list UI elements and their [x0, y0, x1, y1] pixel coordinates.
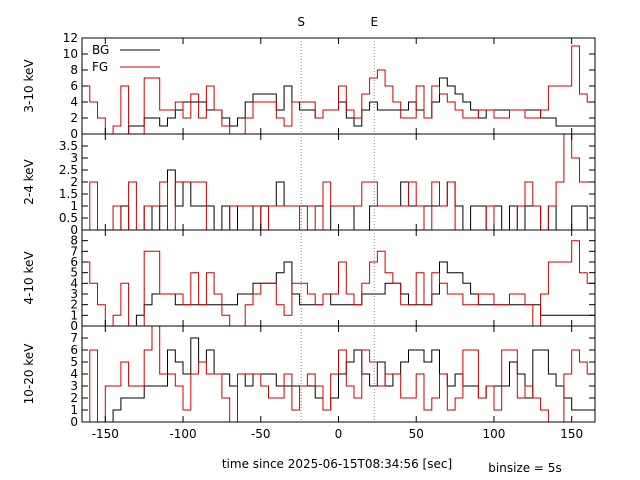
x-tick-label: -100 — [169, 427, 196, 441]
y-axis-label: 2-4 keV — [22, 158, 36, 204]
y-tick-label: 2 — [70, 175, 78, 189]
y-tick-label: 0.5 — [59, 211, 78, 225]
y-tick-label: 10 — [63, 47, 78, 61]
y-tick-label: 1.5 — [59, 187, 78, 201]
y-tick-label: 3 — [70, 287, 78, 301]
y-axis-label: 3-10 keV — [22, 59, 36, 113]
y-axis-label: 10-20 keV — [22, 343, 36, 405]
y-tick-label: 1 — [70, 308, 78, 322]
y-tick-label: 5 — [70, 266, 78, 280]
series-fg-line — [82, 133, 595, 231]
series-fg-line — [82, 45, 595, 135]
y-tick-label: 1 — [70, 199, 78, 213]
y-tick-label: 1 — [70, 403, 78, 417]
y-tick-label: 7 — [70, 244, 78, 258]
y-tick-label: 6 — [70, 343, 78, 357]
y-tick-label: 3.5 — [59, 139, 78, 153]
panel-frame — [81, 133, 596, 231]
x-tick-label: 150 — [560, 427, 583, 441]
y-tick-label: 6 — [70, 255, 78, 269]
x-tick-label: 50 — [409, 427, 424, 441]
marker-label-e: E — [370, 15, 378, 29]
marker-label-s: S — [297, 15, 305, 29]
series-bg-line — [82, 169, 595, 231]
panel-1: 0 2 4 6 8 10 12 3-10 keV BG FG — [22, 31, 596, 141]
y-tick-label: 2 — [70, 111, 78, 125]
y-tick-label: 5 — [70, 355, 78, 369]
y-tick-label: 8 — [70, 63, 78, 77]
x-tick-label: 100 — [483, 427, 506, 441]
y-tick-label: 3 — [70, 379, 78, 393]
x-tick-label: 0 — [335, 427, 343, 441]
y-tick-label: 0 — [70, 127, 78, 141]
x-axis: -150 -100 -50 0 50 100 150 — [92, 427, 583, 441]
binsize-label: binsize = 5s — [488, 461, 561, 475]
y-tick-label: 4 — [70, 276, 78, 290]
y-tick-label: 12 — [63, 31, 78, 45]
panel-2: 00.511.522.533.5 2-4 keV — [22, 133, 596, 237]
y-tick-label: 2 — [70, 391, 78, 405]
legend-label-fg: FG — [92, 60, 108, 74]
y-tick-label: 0 — [70, 319, 78, 333]
y-tick-label: 7 — [70, 331, 78, 345]
y-tick-label: 3 — [70, 151, 78, 165]
y-axis-label: 4-10 keV — [22, 251, 36, 305]
y-tick-label: 0 — [70, 223, 78, 237]
series-bg-line — [82, 337, 595, 423]
y-tick-label: 0 — [70, 415, 78, 429]
x-tick-label: -150 — [92, 427, 119, 441]
y-tick-label: 6 — [70, 79, 78, 93]
legend-label-bg: BG — [92, 43, 109, 57]
x-axis-label: time since 2025-06-15T08:34:56 [sec] — [222, 457, 452, 471]
series-fg-line — [82, 240, 595, 327]
y-tick-label: 2 — [70, 298, 78, 312]
series-fg-line — [82, 325, 595, 423]
y-tick-label: 8 — [70, 234, 78, 248]
x-tick-label: -50 — [251, 427, 271, 441]
y-tick-label: 4 — [70, 367, 78, 381]
y-tick-label: 4 — [70, 95, 78, 109]
y-tick-label: 2.5 — [59, 163, 78, 177]
